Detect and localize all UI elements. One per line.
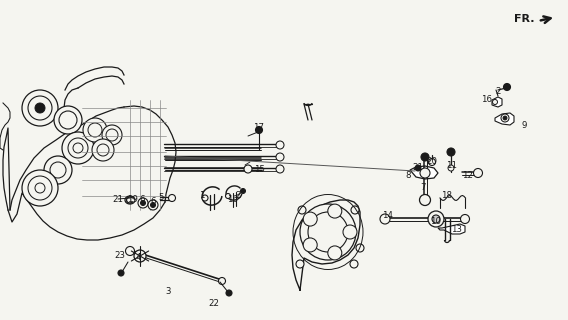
Circle shape — [83, 118, 107, 142]
Text: 3: 3 — [165, 286, 171, 295]
Circle shape — [88, 123, 102, 137]
Text: 2: 2 — [495, 87, 501, 97]
Circle shape — [240, 188, 245, 194]
Circle shape — [140, 201, 145, 205]
Circle shape — [138, 198, 148, 208]
Text: 22: 22 — [208, 300, 219, 308]
Text: 12: 12 — [462, 171, 474, 180]
Circle shape — [169, 195, 176, 202]
Circle shape — [447, 148, 455, 156]
Circle shape — [106, 129, 118, 141]
Circle shape — [428, 158, 436, 165]
Circle shape — [102, 125, 122, 145]
Polygon shape — [438, 224, 465, 234]
Circle shape — [328, 204, 342, 218]
Circle shape — [226, 290, 232, 296]
Circle shape — [73, 143, 83, 153]
Circle shape — [44, 156, 72, 184]
Polygon shape — [410, 166, 438, 179]
Circle shape — [68, 138, 88, 158]
Circle shape — [97, 144, 109, 156]
Circle shape — [501, 114, 509, 122]
Circle shape — [62, 132, 94, 164]
Circle shape — [296, 260, 304, 268]
Circle shape — [134, 250, 146, 262]
Circle shape — [298, 206, 306, 214]
Text: 23: 23 — [115, 251, 126, 260]
Text: 13: 13 — [452, 226, 462, 235]
Circle shape — [54, 106, 82, 134]
Circle shape — [35, 183, 45, 193]
Circle shape — [421, 153, 429, 161]
Text: 10: 10 — [431, 218, 441, 227]
Circle shape — [503, 84, 511, 91]
Circle shape — [432, 215, 440, 223]
Circle shape — [276, 165, 284, 173]
Text: FR.: FR. — [513, 14, 534, 24]
Circle shape — [351, 206, 359, 214]
Text: 15: 15 — [254, 165, 265, 174]
Circle shape — [244, 165, 252, 173]
Circle shape — [303, 238, 317, 252]
Circle shape — [276, 153, 284, 161]
Text: 14: 14 — [382, 211, 394, 220]
Text: 19: 19 — [127, 196, 137, 204]
Text: 1: 1 — [199, 190, 204, 199]
Circle shape — [356, 244, 364, 252]
Circle shape — [380, 214, 390, 224]
Circle shape — [328, 246, 342, 260]
Text: 16: 16 — [228, 196, 239, 204]
Circle shape — [420, 195, 431, 205]
Circle shape — [308, 212, 348, 252]
Circle shape — [503, 116, 507, 120]
Circle shape — [276, 141, 284, 149]
Circle shape — [22, 170, 58, 206]
Circle shape — [420, 168, 430, 178]
Circle shape — [59, 111, 77, 129]
Circle shape — [118, 270, 124, 276]
Circle shape — [28, 176, 52, 200]
Circle shape — [461, 214, 470, 223]
Circle shape — [28, 96, 52, 120]
Circle shape — [225, 194, 231, 198]
Text: 18: 18 — [441, 191, 453, 201]
Text: 6: 6 — [139, 196, 145, 204]
Text: 6: 6 — [151, 197, 156, 206]
Circle shape — [300, 204, 356, 260]
Text: 21: 21 — [412, 164, 424, 172]
Text: 2: 2 — [235, 190, 241, 199]
Circle shape — [148, 200, 158, 210]
Circle shape — [151, 203, 156, 207]
Text: 16: 16 — [482, 95, 492, 105]
Circle shape — [202, 195, 208, 201]
Text: 20: 20 — [427, 157, 437, 166]
Circle shape — [219, 277, 225, 284]
Circle shape — [350, 260, 358, 268]
Text: 9: 9 — [521, 122, 527, 131]
Circle shape — [415, 165, 421, 171]
Circle shape — [126, 246, 135, 255]
Circle shape — [343, 225, 357, 239]
Circle shape — [474, 169, 482, 178]
Text: 8: 8 — [405, 172, 411, 180]
Text: 17: 17 — [253, 124, 265, 132]
Text: 4: 4 — [135, 253, 141, 262]
Text: 7: 7 — [420, 183, 426, 193]
Circle shape — [22, 90, 58, 126]
Text: 11: 11 — [446, 162, 457, 171]
Text: 5: 5 — [158, 193, 164, 202]
Circle shape — [50, 162, 66, 178]
Circle shape — [303, 212, 317, 226]
Circle shape — [35, 103, 45, 113]
Circle shape — [448, 165, 454, 171]
Circle shape — [492, 100, 498, 105]
Circle shape — [256, 126, 262, 133]
Polygon shape — [495, 113, 514, 125]
Circle shape — [92, 139, 114, 161]
Circle shape — [428, 211, 444, 227]
Text: 21: 21 — [112, 196, 123, 204]
Polygon shape — [492, 97, 502, 107]
